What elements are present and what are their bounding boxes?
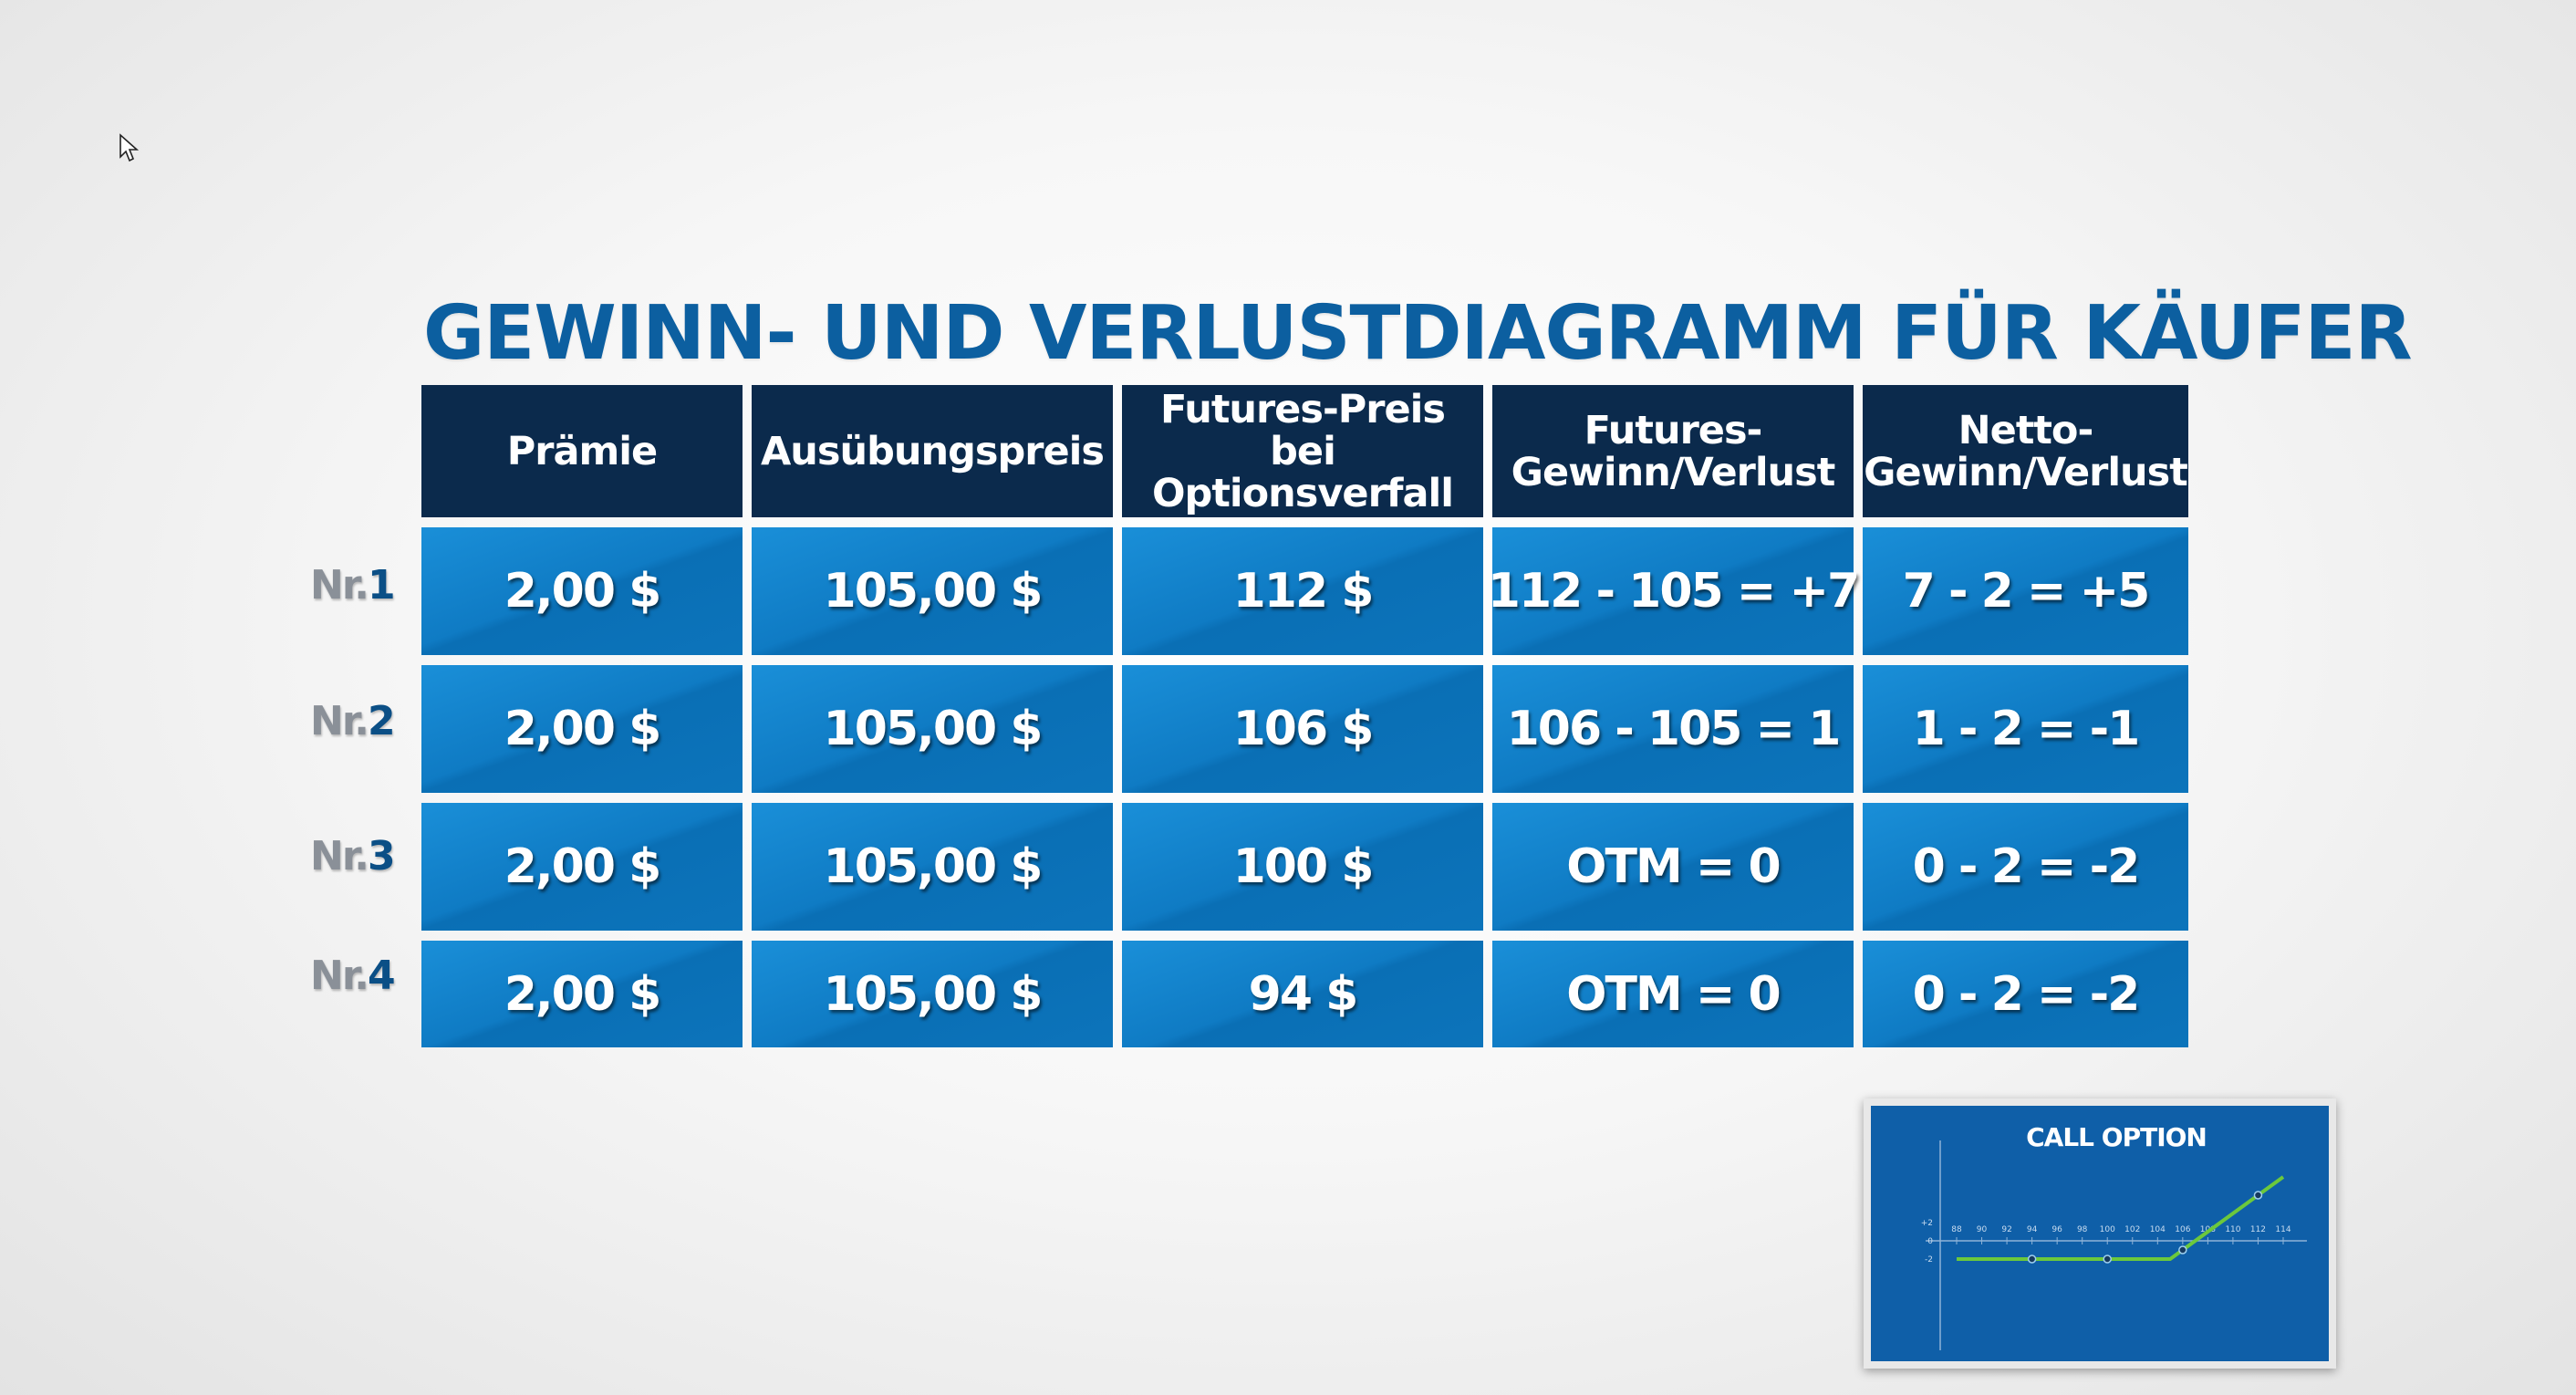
x-tick-label: 114 [2275,1225,2290,1234]
row-label-4: Nr.4 [310,953,396,999]
x-tick-label: 90 [1977,1225,1988,1234]
row-label-2: Nr.2 [310,698,396,744]
x-tick-label: 94 [2027,1225,2038,1234]
y-tick-label: 0 [1927,1237,1933,1246]
x-tick-label: 110 [2225,1225,2240,1234]
cell-premium: 2,00 $ [421,941,743,1047]
cell-premium: 2,00 $ [421,665,743,793]
y-tick-label: +2 [1921,1219,1933,1228]
cell-net-profit-loss: 7 - 2 = +5 [1863,527,2188,655]
cell-strike-price: 105,00 $ [752,803,1113,931]
payoff-diagram: 88 90 92 94 96 98 100 102 104 106 108 110 112 114+20-… [1921,1140,2307,1350]
call-option-chart: CALL OPTION 88 90 92 94 96 98 100 102 104 106 108 1… [1871,1106,2329,1361]
x-tick-label: 104 [2150,1225,2166,1234]
call-option-thumbnail: CALL OPTION 88 90 92 94 96 98 100 102 104 106 108 1… [1864,1098,2336,1369]
page-title: GEWINN- UND VERLUSTDIAGRAMM FÜR KÄUFER [423,290,2413,377]
header-futures-profit-loss: Futures- Gewinn/Verlust [1492,385,1854,517]
call-option-title: CALL OPTION [2026,1122,2207,1152]
cell-futures-price: 106 $ [1122,665,1483,793]
x-tick-label: 112 [2250,1225,2266,1234]
cell-net-profit-loss: 0 - 2 = -2 [1863,803,2188,931]
cell-premium: 2,00 $ [421,527,743,655]
y-tick-label: -2 [1925,1255,1933,1265]
cell-futures-profit-loss: OTM = 0 [1492,941,1854,1047]
row-label-1: Nr.1 [310,562,396,609]
cell-strike-price: 105,00 $ [752,941,1113,1047]
cell-net-profit-loss: 0 - 2 = -2 [1863,941,2188,1047]
x-tick-label: 100 [2100,1225,2115,1234]
header-strike-price: Ausübungspreis [752,385,1113,517]
row-label-3: Nr.3 [310,833,396,880]
cell-net-profit-loss: 1 - 2 = -1 [1863,665,2188,793]
payoff-marker [2253,1191,2263,1200]
mouse-pointer-icon [119,133,140,162]
header-net-profit-loss: Netto- Gewinn/Verlust [1863,385,2188,517]
cell-futures-profit-loss: OTM = 0 [1492,803,1854,931]
payoff-marker [2103,1254,2112,1264]
payoff-marker [2027,1254,2037,1264]
x-tick-label: 98 [2077,1225,2088,1234]
x-tick-label: 102 [2124,1225,2140,1234]
x-tick-label: 92 [2001,1225,2011,1234]
cell-futures-price: 112 $ [1122,527,1483,655]
cell-futures-profit-loss: 106 - 105 = 1 [1492,665,1854,793]
cell-futures-price: 100 $ [1122,803,1483,931]
x-tick-label: 88 [1951,1225,1962,1234]
x-tick-label: 96 [2051,1225,2062,1234]
cell-premium: 2,00 $ [421,803,743,931]
cell-strike-price: 105,00 $ [752,665,1113,793]
x-tick-label: 106 [2175,1225,2190,1234]
header-premium: Prämie [421,385,743,517]
cell-futures-price: 94 $ [1122,941,1483,1047]
cell-strike-price: 105,00 $ [752,527,1113,655]
profit-loss-table: Prämie Ausübungspreis Futures-Preis bei … [421,385,2188,1047]
payoff-marker [2178,1245,2187,1254]
cell-futures-profit-loss: 112 - 105 = +7 [1488,527,1860,655]
payoff-line [1957,1175,2285,1261]
header-futures-price-at-expiry: Futures-Preis bei Optionsverfall [1122,385,1483,517]
